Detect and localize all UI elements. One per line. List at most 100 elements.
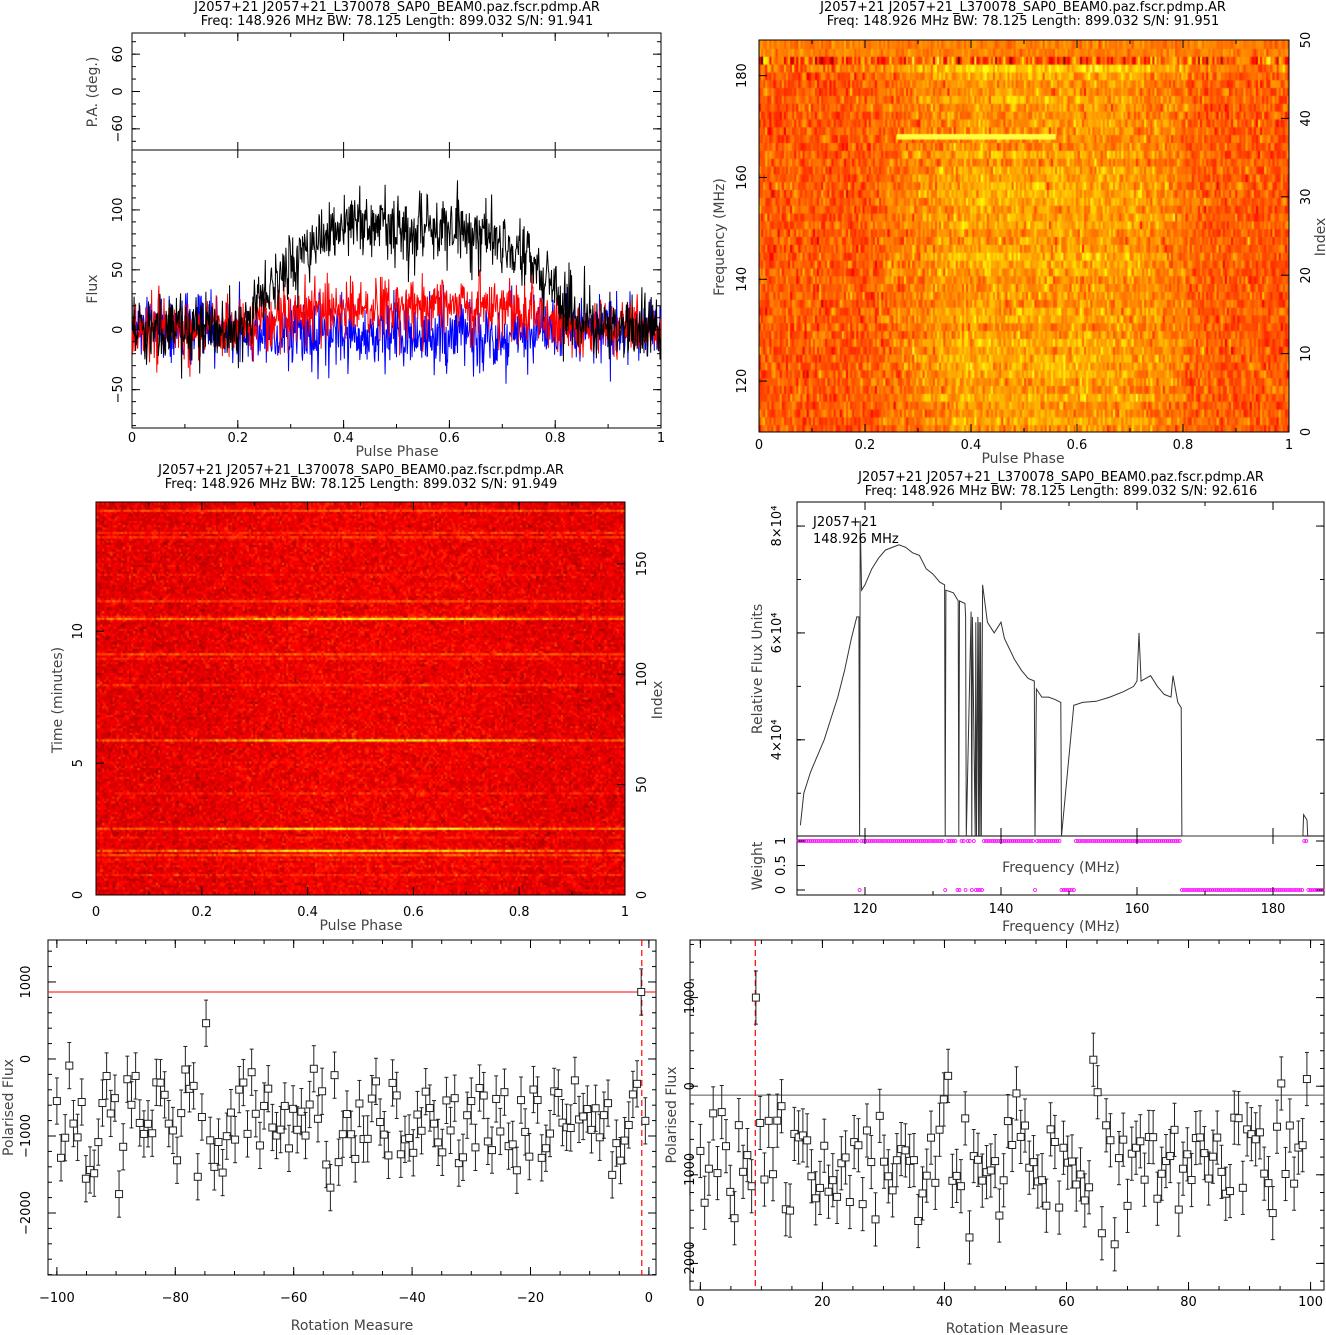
point-marker	[1080, 1196, 1089, 1205]
point-marker	[1226, 1187, 1235, 1196]
weight-point	[920, 839, 925, 843]
rm-data-point	[81, 1155, 90, 1203]
point-marker	[1076, 1170, 1085, 1179]
rm-data-point	[1243, 1102, 1252, 1157]
rm-data-point	[351, 1135, 360, 1183]
rm-data-point	[739, 1144, 748, 1199]
point-marker	[786, 1206, 795, 1215]
point-marker	[1038, 1176, 1047, 1185]
rm-data-point	[106, 1089, 115, 1138]
rm-data-point	[442, 1076, 451, 1125]
point-marker	[260, 1101, 269, 1110]
weight-point	[957, 888, 962, 892]
point-marker	[1119, 1135, 1128, 1144]
x-tick-label: −100	[39, 1291, 75, 1306]
point-marker	[773, 1116, 782, 1125]
rm-data-point	[139, 1110, 148, 1158]
point-marker	[948, 1176, 957, 1185]
rm-data-point	[1089, 1032, 1098, 1087]
weight-point	[1261, 888, 1266, 892]
point-marker	[276, 1125, 285, 1134]
point-marker	[845, 1198, 854, 1207]
rm-data-point	[1251, 1112, 1260, 1167]
point-marker	[98, 1099, 107, 1108]
weight-point	[829, 839, 833, 843]
weight-point	[912, 839, 917, 843]
point-marker	[858, 1200, 867, 1209]
rm-data-point	[974, 1132, 983, 1187]
x-tick-label: 0.2	[191, 905, 212, 920]
weight-point	[884, 839, 888, 843]
point-marker	[156, 1078, 165, 1087]
point-marker	[1136, 1137, 1145, 1146]
rm-data-point	[1025, 1140, 1034, 1195]
rm-data-point	[884, 1149, 893, 1204]
rm-data-point	[871, 1192, 880, 1247]
point-marker	[160, 1090, 169, 1099]
point-marker	[467, 1097, 476, 1106]
point-marker	[637, 987, 646, 996]
weight-point	[1012, 839, 1017, 843]
point-marker	[909, 1156, 918, 1165]
weight-point	[1020, 839, 1025, 843]
point-marker	[1149, 1133, 1158, 1142]
point-marker	[541, 1144, 550, 1153]
rm-data-point	[376, 1098, 385, 1146]
rm-data-point	[570, 1056, 579, 1104]
weight-point	[1018, 839, 1023, 843]
point-marker	[313, 1114, 322, 1123]
weight-point	[1047, 839, 1052, 843]
weight-point	[806, 839, 811, 843]
weight-point	[859, 839, 864, 843]
weight-point	[876, 839, 880, 843]
x-tick-label: 80	[1180, 1295, 1197, 1310]
point-marker	[351, 1154, 360, 1163]
weight-point	[1265, 888, 1270, 892]
y2-tick-label: 30	[1299, 189, 1314, 206]
point-marker	[764, 1116, 773, 1125]
rm-data-point	[459, 1133, 468, 1181]
weight-point	[978, 888, 982, 892]
weight-point	[1216, 888, 1221, 892]
rm-data-point	[641, 1097, 650, 1145]
weight-point	[896, 839, 901, 843]
rm-data-point	[260, 1082, 269, 1130]
weight-point	[1108, 839, 1113, 843]
weight-point	[963, 888, 968, 892]
weight-point	[1194, 888, 1199, 892]
x-tick-label: 20	[814, 1295, 831, 1310]
weight-point	[1200, 888, 1205, 892]
rm-data-point	[1050, 1114, 1059, 1170]
point-marker	[488, 1146, 497, 1155]
rm-data-point	[65, 1041, 74, 1090]
x-tick-label: 0.4	[297, 905, 318, 920]
rm-data-point	[566, 1104, 575, 1152]
point-marker	[52, 1097, 61, 1106]
weight-point	[1110, 839, 1115, 843]
weight-point	[1247, 888, 1252, 892]
weight-point	[898, 839, 903, 843]
point-marker	[293, 1125, 302, 1134]
point-marker	[1055, 1203, 1064, 1212]
x-axis-label: Pulse Phase	[319, 918, 402, 934]
point-marker	[77, 1098, 86, 1107]
rm-data-point	[1174, 1182, 1183, 1237]
rm-data-point	[616, 1136, 625, 1185]
weight-point	[820, 839, 825, 843]
x-tick-label: 0	[755, 438, 763, 453]
x-axis-label: Rotation Measure	[291, 1318, 414, 1334]
rm-data-point	[978, 1153, 987, 1208]
x-tick-label: 0.8	[509, 905, 530, 920]
point-marker	[106, 1109, 115, 1118]
point-marker	[1102, 1121, 1111, 1130]
chart-title: J2057+21 J2057+21_L370078_SAP0_BEAM0.paz…	[819, 0, 1226, 15]
weight-point	[965, 839, 970, 843]
weight-point	[1080, 839, 1084, 843]
rm-data-point	[845, 1174, 854, 1230]
weight-point	[1182, 888, 1186, 892]
y-axis-label: Polarised Flux	[1, 1059, 17, 1156]
rm-data-point	[892, 1133, 901, 1188]
rm-data-point	[127, 1081, 136, 1129]
point-marker	[1046, 1125, 1055, 1134]
weight-point	[1006, 839, 1011, 843]
